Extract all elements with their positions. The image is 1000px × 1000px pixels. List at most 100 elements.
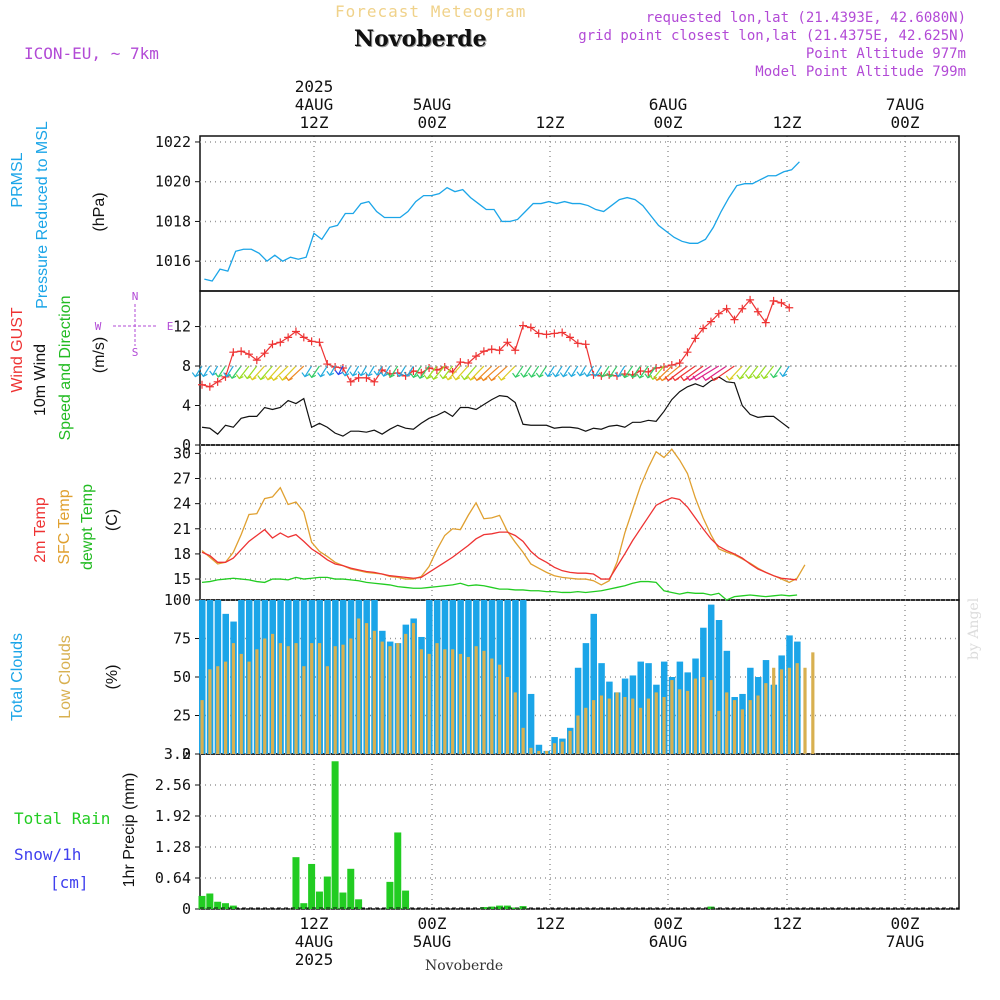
low-cloud-bar (537, 750, 541, 754)
total-cloud-bar (590, 613, 597, 754)
low-cloud-bar (364, 623, 369, 754)
wind-direction-arrow (304, 365, 313, 377)
snow-unit-label: [cm] (50, 873, 89, 892)
low-cloud-bar (725, 692, 729, 754)
rain-bar (331, 761, 339, 909)
low-cloud-bar (764, 683, 768, 754)
top-time-label: 2025 (295, 77, 334, 96)
wind-direction-arrow (455, 365, 469, 381)
wind-direction-arrow (667, 365, 688, 381)
low-cloud-bar (294, 643, 298, 754)
low-cloud-bar (208, 669, 212, 754)
total-cloud-bar (512, 600, 519, 754)
bottom-time-label: 4AUG (295, 932, 334, 951)
gust-marker (706, 317, 715, 326)
wind-arrow-head (416, 373, 425, 379)
wind-direction-arrow (320, 365, 328, 377)
low-cloud-bar (740, 709, 744, 754)
low-cloud-bar (419, 649, 423, 754)
gust-marker (511, 346, 520, 355)
y-tick-label: 3.2 (164, 745, 191, 763)
low-cloud-bar (498, 664, 502, 754)
wind-arrow-head (710, 375, 719, 382)
low-cloud-bar (717, 710, 721, 754)
grid-point-coords: grid point closest lon,lat (21.4375E, 42… (578, 28, 966, 44)
low-cloud-bar (584, 707, 588, 754)
model-altitude: Model Point Altitude 799m (755, 64, 966, 80)
gust-marker (542, 330, 551, 339)
wind-arrow-head (423, 374, 432, 380)
gust-marker (456, 358, 465, 367)
wind-arrow-head (591, 371, 600, 377)
total-cloud-bar (582, 643, 590, 754)
y-tick-label: 0 (182, 745, 191, 763)
requested-coords: requested lon,lat (21.4393E, 42.6080N) (645, 10, 966, 26)
wind-arrow-head (598, 372, 607, 378)
wind-arrow-head (270, 375, 278, 382)
low-cloud-bar (678, 689, 682, 754)
gust-marker (777, 298, 786, 307)
y-tick-label: 2.56 (155, 776, 191, 794)
wind-direction-arrow (515, 365, 524, 378)
wind-direction-arrow (763, 365, 775, 379)
rain-bar (206, 893, 214, 909)
gust-marker (213, 377, 222, 386)
clouds-unit: (%) (104, 665, 121, 690)
wind-direction-arrow (426, 365, 438, 380)
sfc-temp-label: SFC Temp (56, 489, 73, 564)
wind-arrow-head (497, 375, 506, 381)
low-cloud-bar (505, 677, 510, 754)
low-cloud-bar (803, 667, 807, 754)
wind-direction-arrow (273, 365, 289, 381)
wind-direction-arrow (476, 365, 493, 381)
wind-arrow-head (479, 376, 488, 382)
direction-label: Speed and Direction (57, 296, 74, 441)
wind-arrow-head (725, 375, 734, 381)
low-cloud-bar (811, 652, 815, 754)
pressure-unit: (hPa) (91, 192, 108, 231)
total-cloud-bar (520, 600, 527, 754)
gust-marker (503, 338, 512, 347)
low-cloud-bar (231, 643, 236, 754)
sfc-temp-line (201, 448, 806, 586)
gust-label: Wind GUST (9, 307, 26, 393)
wind-label: 10m Wind (32, 344, 49, 416)
wind-direction-arrow (352, 365, 360, 376)
y-tick-label: 25 (173, 707, 191, 725)
rain-bar (292, 857, 300, 909)
wind-arrow-head (664, 376, 673, 382)
gust-marker (566, 333, 575, 342)
low-cloud-bar (427, 653, 431, 754)
rain-bar (315, 891, 323, 909)
wind-arrow-head (535, 372, 544, 378)
bottom-time-label: 12Z (773, 914, 802, 933)
y-tick-label: 1018 (155, 212, 191, 230)
wind-direction-arrow (772, 365, 782, 378)
wind-arrow-head (467, 375, 475, 381)
wind-arrow-head (285, 376, 293, 382)
gust-marker (605, 370, 614, 379)
snow-label: Snow/1h (14, 845, 81, 864)
wind-arrow-head (653, 375, 662, 382)
gust-marker (276, 338, 285, 347)
gust-marker (746, 295, 755, 304)
low-cloud-bar (435, 643, 439, 754)
wind-arrow-head (488, 376, 496, 382)
low-cloud-bar (223, 661, 228, 754)
gust-marker (738, 304, 747, 313)
y-tick-label: 0 (182, 436, 191, 454)
wind-arrow-head (752, 374, 761, 380)
low-cloud-bar (317, 643, 322, 754)
wind-direction-arrow (579, 365, 587, 376)
wind-line (201, 376, 790, 437)
wind-arrow-head (364, 371, 373, 377)
wind-arrow-head (191, 372, 200, 378)
wind-direction-arrow (398, 365, 407, 377)
wind-arrow-head (567, 371, 576, 378)
gust-marker (260, 349, 269, 358)
top-time-label: 12Z (300, 113, 329, 132)
wind-arrow-head (512, 372, 520, 378)
wind-direction-arrow (202, 365, 211, 377)
gust-marker (354, 373, 363, 382)
wind-arrow-head (380, 371, 388, 377)
